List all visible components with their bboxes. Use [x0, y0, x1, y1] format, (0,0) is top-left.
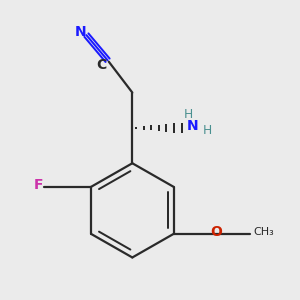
Text: C: C	[96, 58, 106, 72]
Text: O: O	[210, 225, 222, 239]
Text: F: F	[33, 178, 43, 192]
Text: H: H	[184, 108, 193, 121]
Text: N: N	[187, 119, 199, 134]
Text: N: N	[75, 25, 87, 39]
Text: H: H	[203, 124, 212, 137]
Text: CH₃: CH₃	[253, 227, 274, 237]
